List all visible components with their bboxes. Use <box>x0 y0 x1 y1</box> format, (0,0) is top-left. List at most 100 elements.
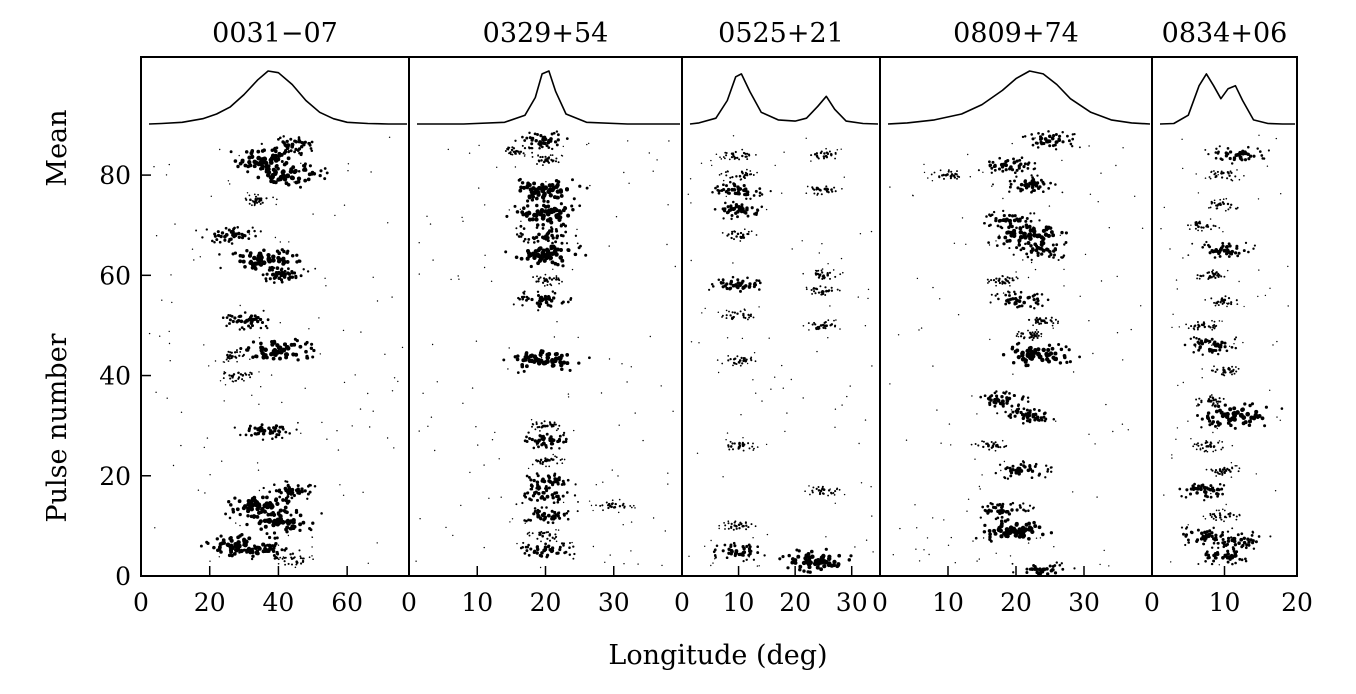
subpulse-mark <box>1011 561 1076 576</box>
panels: 0031−07 0 20 40 60 0329+54 0 10 20 30 0525+21 0 10 20… <box>133 18 1313 617</box>
subpulse-mark <box>1021 130 1081 151</box>
subpulse-mark <box>708 275 762 293</box>
subpulse-mark <box>1196 402 1284 430</box>
mean-profile-line <box>417 70 680 125</box>
mean-profile-line <box>689 73 879 125</box>
subpulse-mark <box>983 209 1041 230</box>
subpulse-mark <box>1008 240 1066 262</box>
subpulse-mark <box>1185 319 1221 331</box>
y-axis-label: Pulse number <box>42 333 73 522</box>
noise-dots <box>148 136 404 564</box>
subpulse-mark <box>927 169 972 182</box>
subpulse-mark <box>712 541 766 563</box>
subpulse-mark <box>1204 295 1245 308</box>
subpulse-mark <box>502 349 591 374</box>
x-tick-label: 0 <box>872 588 888 617</box>
panel-title: 0031−07 <box>212 18 338 49</box>
y-axis-label-mean: Mean <box>42 109 73 186</box>
subpulse-mark <box>977 156 1037 175</box>
subpulse-mark <box>974 518 1054 543</box>
subpulse-mark <box>515 226 579 245</box>
subpulse-mark <box>515 485 579 506</box>
noise-dots <box>1160 134 1289 566</box>
panel-title: 0834+06 <box>1162 18 1288 49</box>
x-tick-label: 20 <box>530 588 562 617</box>
panel-frame <box>879 56 1153 577</box>
subpulse-mark <box>261 266 317 284</box>
subpulse-mark <box>1192 440 1234 453</box>
subpulse-mark <box>718 168 758 182</box>
noise-dots <box>889 137 1144 567</box>
x-axis-label: Longitude (deg) <box>608 640 827 671</box>
subpulse-mark <box>711 180 772 201</box>
subpulse-mark <box>810 147 842 162</box>
subpulse-mark <box>526 529 560 543</box>
x-tick-label: 0 <box>674 588 690 617</box>
subpulse-mark <box>517 177 589 204</box>
x-tick-label: 60 <box>331 588 363 617</box>
subpulse-mark <box>246 160 329 189</box>
subpulse-mark <box>1202 508 1241 523</box>
subpulse-mark <box>804 485 846 497</box>
subpulse-mark <box>1201 365 1240 377</box>
x-tick-label: 30 <box>836 588 868 617</box>
subpulse-mark <box>222 371 253 383</box>
subpulse-mark <box>992 174 1064 194</box>
x-tick-label: 0 <box>1144 588 1160 617</box>
subpulse-mark <box>1196 269 1229 281</box>
subpulse-mark <box>996 407 1056 425</box>
subpulse-mark <box>525 472 577 491</box>
subpulse-mark <box>505 202 582 230</box>
subpulse-mark <box>262 480 317 500</box>
y-tick-label: 0 <box>115 562 131 591</box>
subpulse-mark <box>1183 336 1238 356</box>
subpulse-mark <box>1027 316 1060 327</box>
panel-title: 0809+74 <box>953 18 1079 49</box>
subpulse-mark <box>778 547 853 574</box>
subpulse-mark <box>512 290 573 312</box>
subpulse-mark <box>530 418 561 432</box>
subpulse-mark <box>987 223 1068 250</box>
y-tick-label: 60 <box>99 261 131 290</box>
noise-dots <box>687 135 874 567</box>
subpulse-mark <box>260 135 314 155</box>
subpulse-mark <box>1187 240 1256 259</box>
subpulse-mark <box>970 439 1008 452</box>
subpulse-mark <box>229 146 303 174</box>
panel-title: 0329+54 <box>483 18 609 49</box>
subpulse-mark <box>244 193 278 207</box>
panel-frame <box>681 56 881 577</box>
subpulse-mark <box>805 185 843 196</box>
mean-profile-line <box>887 70 1151 125</box>
subpulse-mark <box>195 226 262 245</box>
x-tick-label: 20 <box>1000 588 1032 617</box>
x-tick-label: 10 <box>461 588 493 617</box>
x-tick-label: 0 <box>401 588 417 617</box>
subpulse-mark <box>979 501 1035 521</box>
y-tick-label: 20 <box>99 462 131 491</box>
noise-dots <box>415 140 676 569</box>
x-tick-label: 30 <box>598 588 630 617</box>
subpulse-mark <box>531 453 566 468</box>
subpulse-mark <box>1178 482 1226 502</box>
subpulse-mark <box>802 268 844 280</box>
subpulse-mark <box>218 248 302 273</box>
subpulse-mark <box>716 355 757 367</box>
subpulse-mark <box>989 290 1050 310</box>
subpulse-mark <box>1197 546 1248 566</box>
subpulse-mark <box>717 308 755 321</box>
subpulse-mark <box>1204 169 1245 182</box>
subpulse-mark <box>214 349 251 363</box>
subpulse-mark <box>504 240 588 269</box>
panel-frame <box>1151 56 1298 577</box>
x-tick-label: 20 <box>1281 588 1313 617</box>
subpulse-mark <box>245 507 323 536</box>
x-tick-label: 0 <box>133 588 149 617</box>
subpulse-mark <box>239 337 316 362</box>
mean-profile-line <box>148 70 407 125</box>
subpulse-mark <box>713 200 764 221</box>
subpulse-mark <box>979 390 1030 408</box>
x-tick-label: 10 <box>723 588 755 617</box>
